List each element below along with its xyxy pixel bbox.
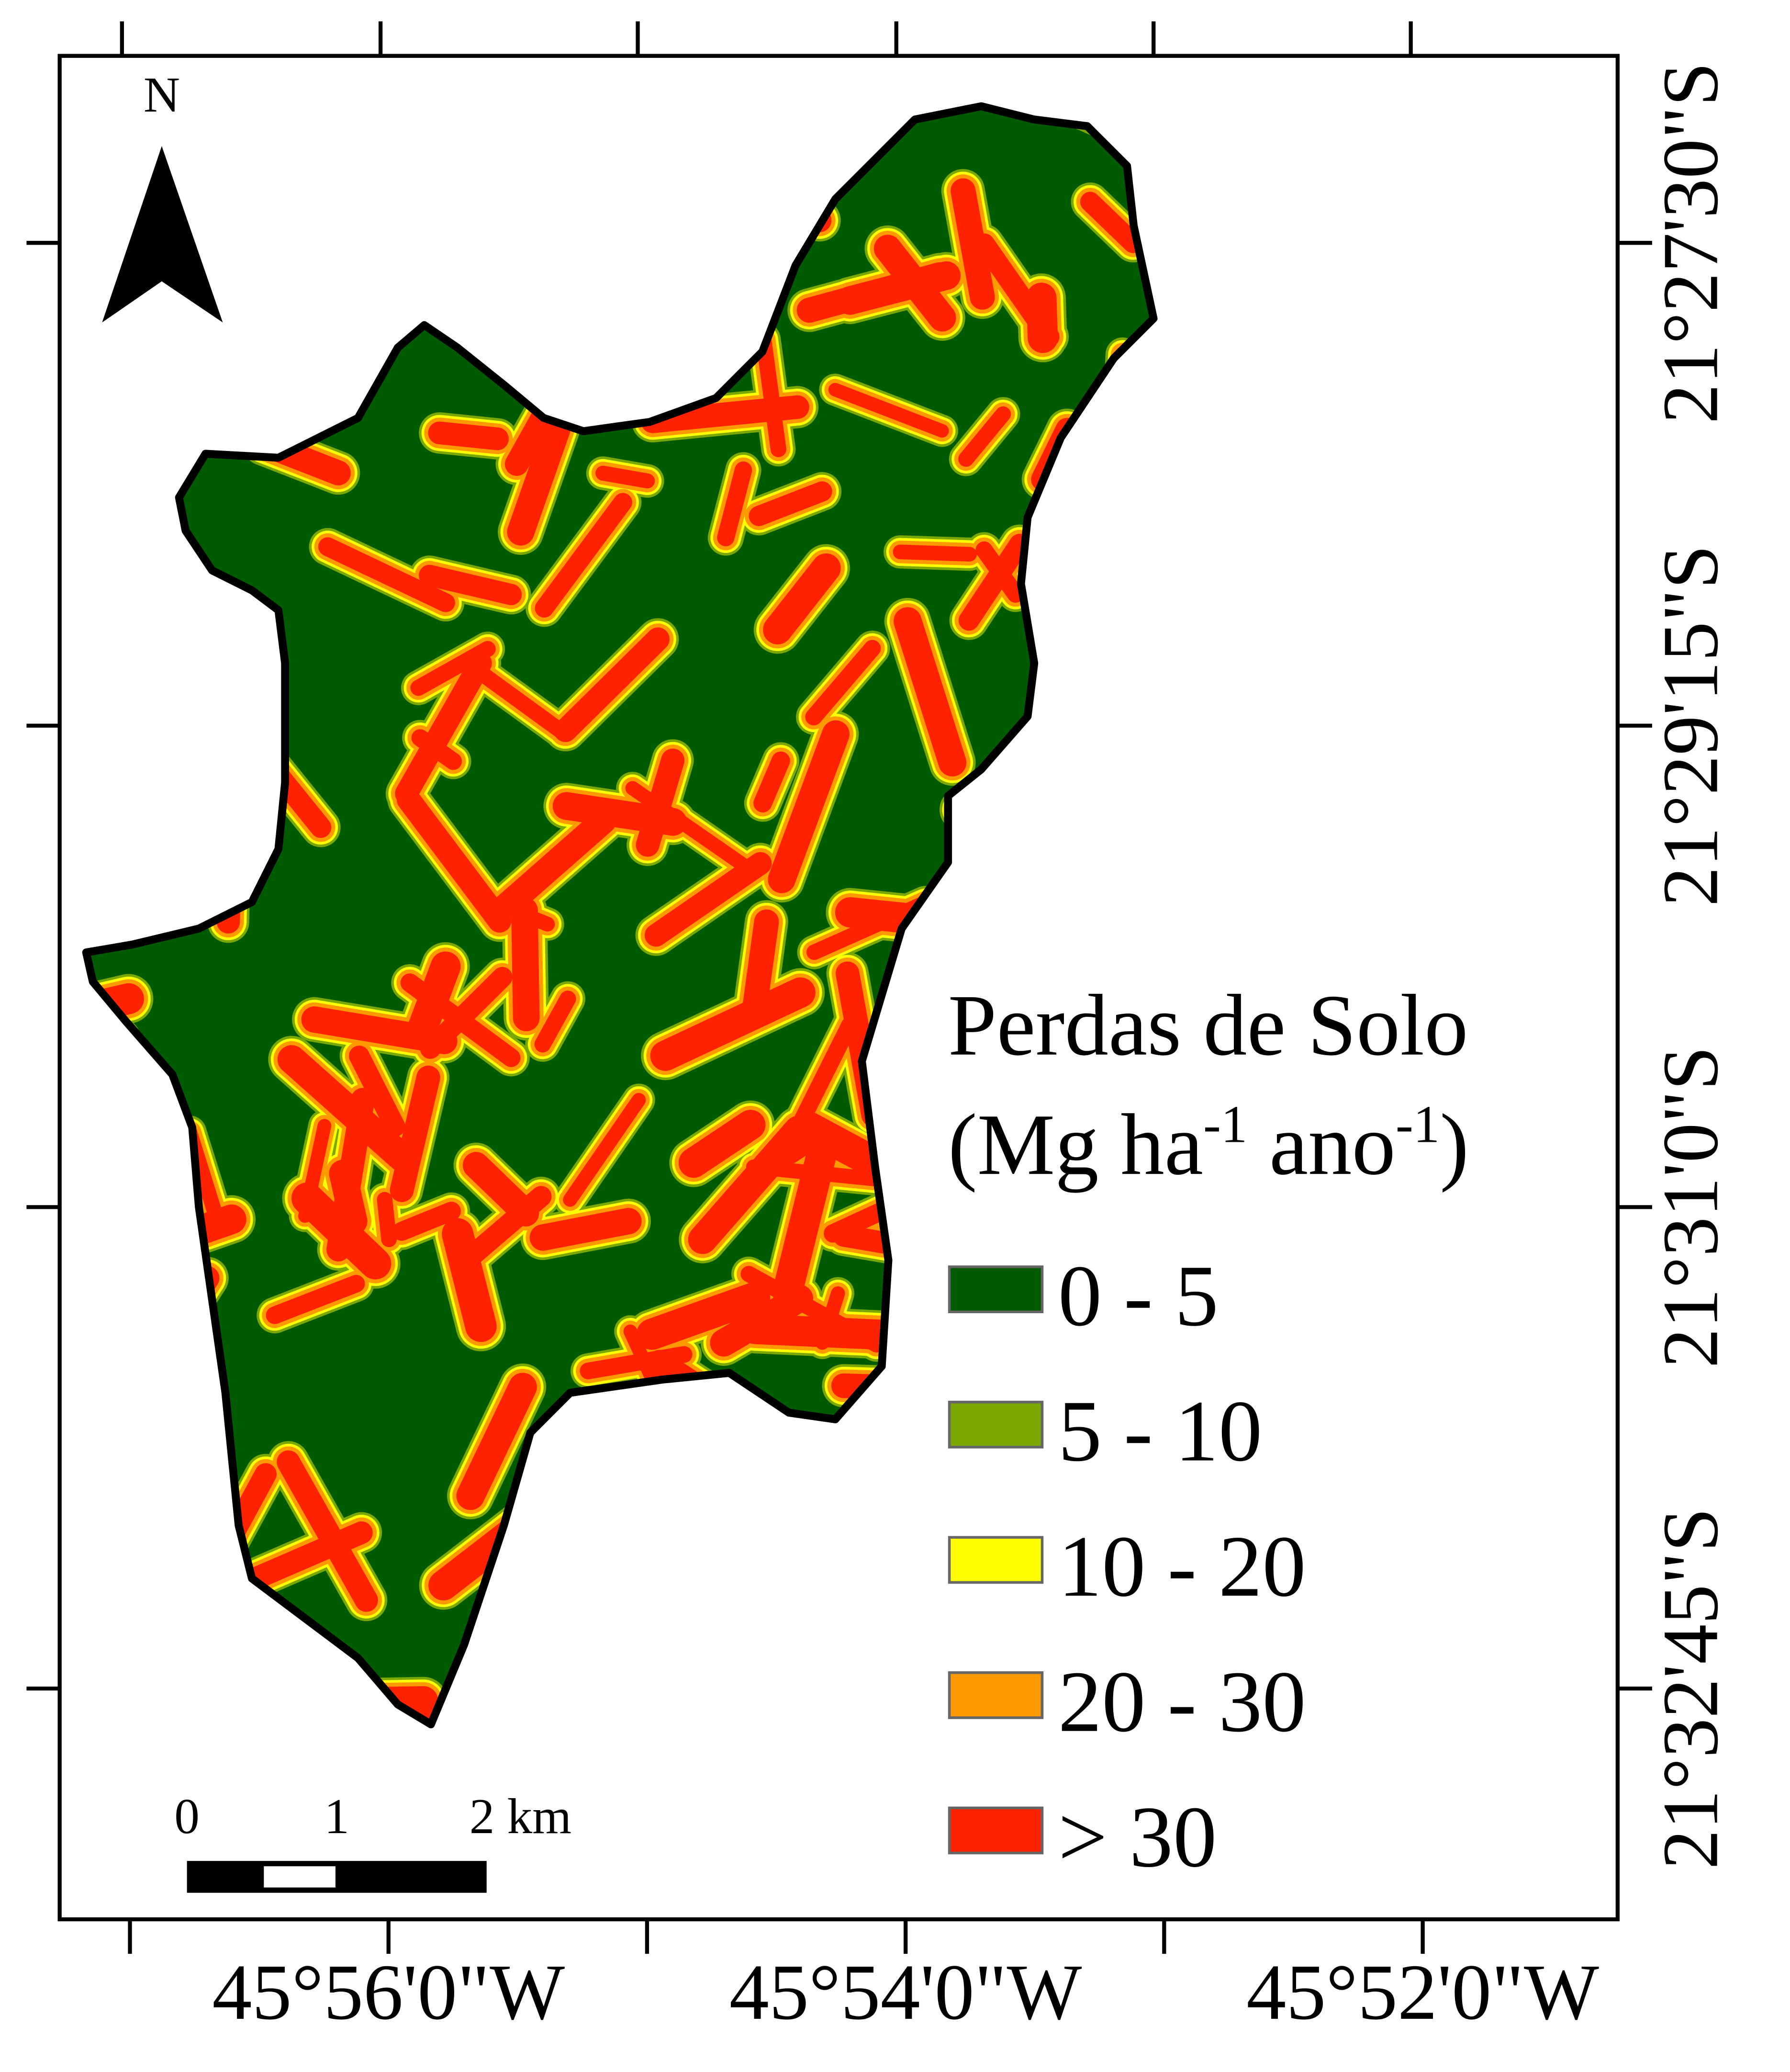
latitude-labels: 21°27'30"S 21°29'15"S 21°31'0"S 21°32'45… bbox=[1646, 62, 1734, 1869]
legend-swatch bbox=[948, 1671, 1044, 1719]
legend-label: 20 - 30 bbox=[1058, 1653, 1306, 1750]
soil-loss-patch bbox=[644, 852, 772, 947]
soil-loss-patch bbox=[395, 652, 492, 805]
legend-item: 20 - 30 bbox=[948, 1653, 1306, 1750]
soil-loss-patch bbox=[460, 656, 571, 740]
lat-label: 21°29'15"S bbox=[1646, 545, 1734, 906]
legend-swatch bbox=[948, 1806, 1044, 1855]
legend-label: 5 - 10 bbox=[1058, 1383, 1263, 1480]
scale-label-1: 1 bbox=[324, 1788, 349, 1844]
soil-loss-patch bbox=[456, 1373, 537, 1510]
soil-loss-patch bbox=[828, 383, 949, 438]
graticule-ticks bbox=[26, 21, 1652, 1954]
soil-loss-patch bbox=[535, 493, 633, 618]
soil-loss-patch bbox=[717, 461, 752, 547]
soil-loss-patch bbox=[507, 416, 571, 546]
soil-loss-patch bbox=[894, 607, 967, 777]
legend-item: 10 - 20 bbox=[948, 1518, 1306, 1615]
legend-label: > 30 bbox=[1058, 1788, 1217, 1885]
soil-loss-patch bbox=[534, 991, 576, 1053]
soil-loss-patch bbox=[462, 1152, 539, 1227]
soil-loss-patch bbox=[529, 1208, 642, 1251]
soil-loss-patch bbox=[266, 1274, 365, 1324]
lat-label: 21°32'45"S bbox=[1646, 1508, 1734, 1869]
legend-item: > 30 bbox=[948, 1788, 1217, 1885]
legend-units: (Mg ha-1 ano-1) bbox=[948, 1095, 1469, 1193]
north-label: N bbox=[144, 67, 180, 123]
soil-loss-patch bbox=[377, 1192, 397, 1248]
soil-loss-patch bbox=[277, 1450, 378, 1612]
soil-loss-patch bbox=[775, 1016, 858, 1165]
soil-loss-patch bbox=[493, 808, 616, 920]
north-arrow: N bbox=[102, 67, 223, 323]
lon-label: 45°54'0"W bbox=[729, 1948, 1082, 2036]
legend-item: 0 - 5 bbox=[948, 1247, 1219, 1344]
soil-loss-patch bbox=[595, 465, 655, 489]
legend-item: 5 - 10 bbox=[948, 1383, 1263, 1480]
soil-loss-patch bbox=[710, 1284, 814, 1357]
lon-label: 45°52'0"W bbox=[1246, 1948, 1599, 2036]
soil-loss-patch bbox=[740, 1266, 885, 1353]
legend-title: Perdas de Solo bbox=[948, 977, 1468, 1074]
lon-label: 45°56'0"W bbox=[212, 1948, 565, 2036]
soil-loss-patch bbox=[636, 748, 685, 857]
soil-loss-patch bbox=[678, 1110, 766, 1178]
soil-loss-patch bbox=[318, 537, 455, 612]
legend-label: 10 - 20 bbox=[1058, 1518, 1306, 1615]
soil-loss-patch bbox=[326, 1088, 375, 1261]
soil-loss-patch bbox=[951, 178, 995, 310]
soil-loss-patch bbox=[1080, 191, 1143, 253]
scale-label-0: 0 bbox=[174, 1788, 200, 1844]
soil-loss-patch bbox=[958, 533, 1030, 631]
legend-label: 0 - 5 bbox=[1058, 1247, 1219, 1344]
soil-loss-patch bbox=[392, 1202, 461, 1241]
soil-loss-patch bbox=[277, 1045, 416, 1171]
soil-loss-patch bbox=[554, 627, 670, 743]
north-arrow-icon bbox=[102, 146, 223, 323]
basin-boundary bbox=[82, 102, 1158, 1729]
soil-loss-patch bbox=[636, 1282, 771, 1350]
lat-label: 21°27'30"S bbox=[1646, 62, 1734, 424]
soil-loss-patch bbox=[301, 1006, 458, 1055]
soil-loss-patch bbox=[975, 541, 1024, 603]
legend-swatch bbox=[948, 1536, 1044, 1584]
basin-background bbox=[86, 106, 1154, 1724]
soil-loss-patch bbox=[428, 421, 509, 450]
soil-loss-patch bbox=[806, 895, 933, 960]
soil-loss-patch bbox=[973, 233, 1060, 348]
soil-loss-patch bbox=[390, 1065, 440, 1202]
legend-swatch bbox=[948, 1265, 1044, 1314]
soil-loss-patch bbox=[396, 788, 512, 933]
scale-bar: 0 1 2 km bbox=[174, 1788, 571, 1893]
longitude-labels: 45°56'0"W 45°54'0"W 45°52'0"W bbox=[212, 1948, 1599, 2036]
soil-loss-patch bbox=[563, 1092, 646, 1207]
lat-label: 21°31'0"S bbox=[1646, 1046, 1734, 1368]
soil-loss-patch bbox=[349, 1046, 405, 1137]
soil-loss-patch bbox=[298, 1119, 332, 1223]
soil-loss-patch bbox=[419, 564, 522, 606]
soil-loss-patch bbox=[411, 729, 462, 770]
soil-loss-patch bbox=[958, 406, 1011, 467]
soil-loss-patch bbox=[420, 967, 513, 1059]
soil-loss-patch bbox=[511, 897, 540, 1032]
legend: Perdas de Solo (Mg ha-1 ano-1) 0 - 5 5 - … bbox=[948, 977, 1469, 1885]
legend-swatch bbox=[948, 1400, 1044, 1449]
soil-loss-patch bbox=[749, 481, 832, 526]
soil-loss-patch bbox=[763, 553, 841, 645]
soil-loss-patch bbox=[755, 331, 786, 457]
soil-loss-patch bbox=[836, 261, 961, 315]
soil-loss-patch bbox=[805, 640, 881, 726]
soil-loss-patch bbox=[442, 1218, 497, 1342]
soil-loss-patch bbox=[640, 395, 809, 433]
soil-loss-patch bbox=[753, 751, 790, 813]
soil-loss-patch bbox=[650, 977, 816, 1071]
soil-loss-patch bbox=[873, 235, 956, 332]
soil-loss-patch bbox=[893, 544, 977, 562]
scale-label-2: 2 km bbox=[470, 1788, 571, 1844]
soil-loss-patch bbox=[768, 720, 850, 893]
